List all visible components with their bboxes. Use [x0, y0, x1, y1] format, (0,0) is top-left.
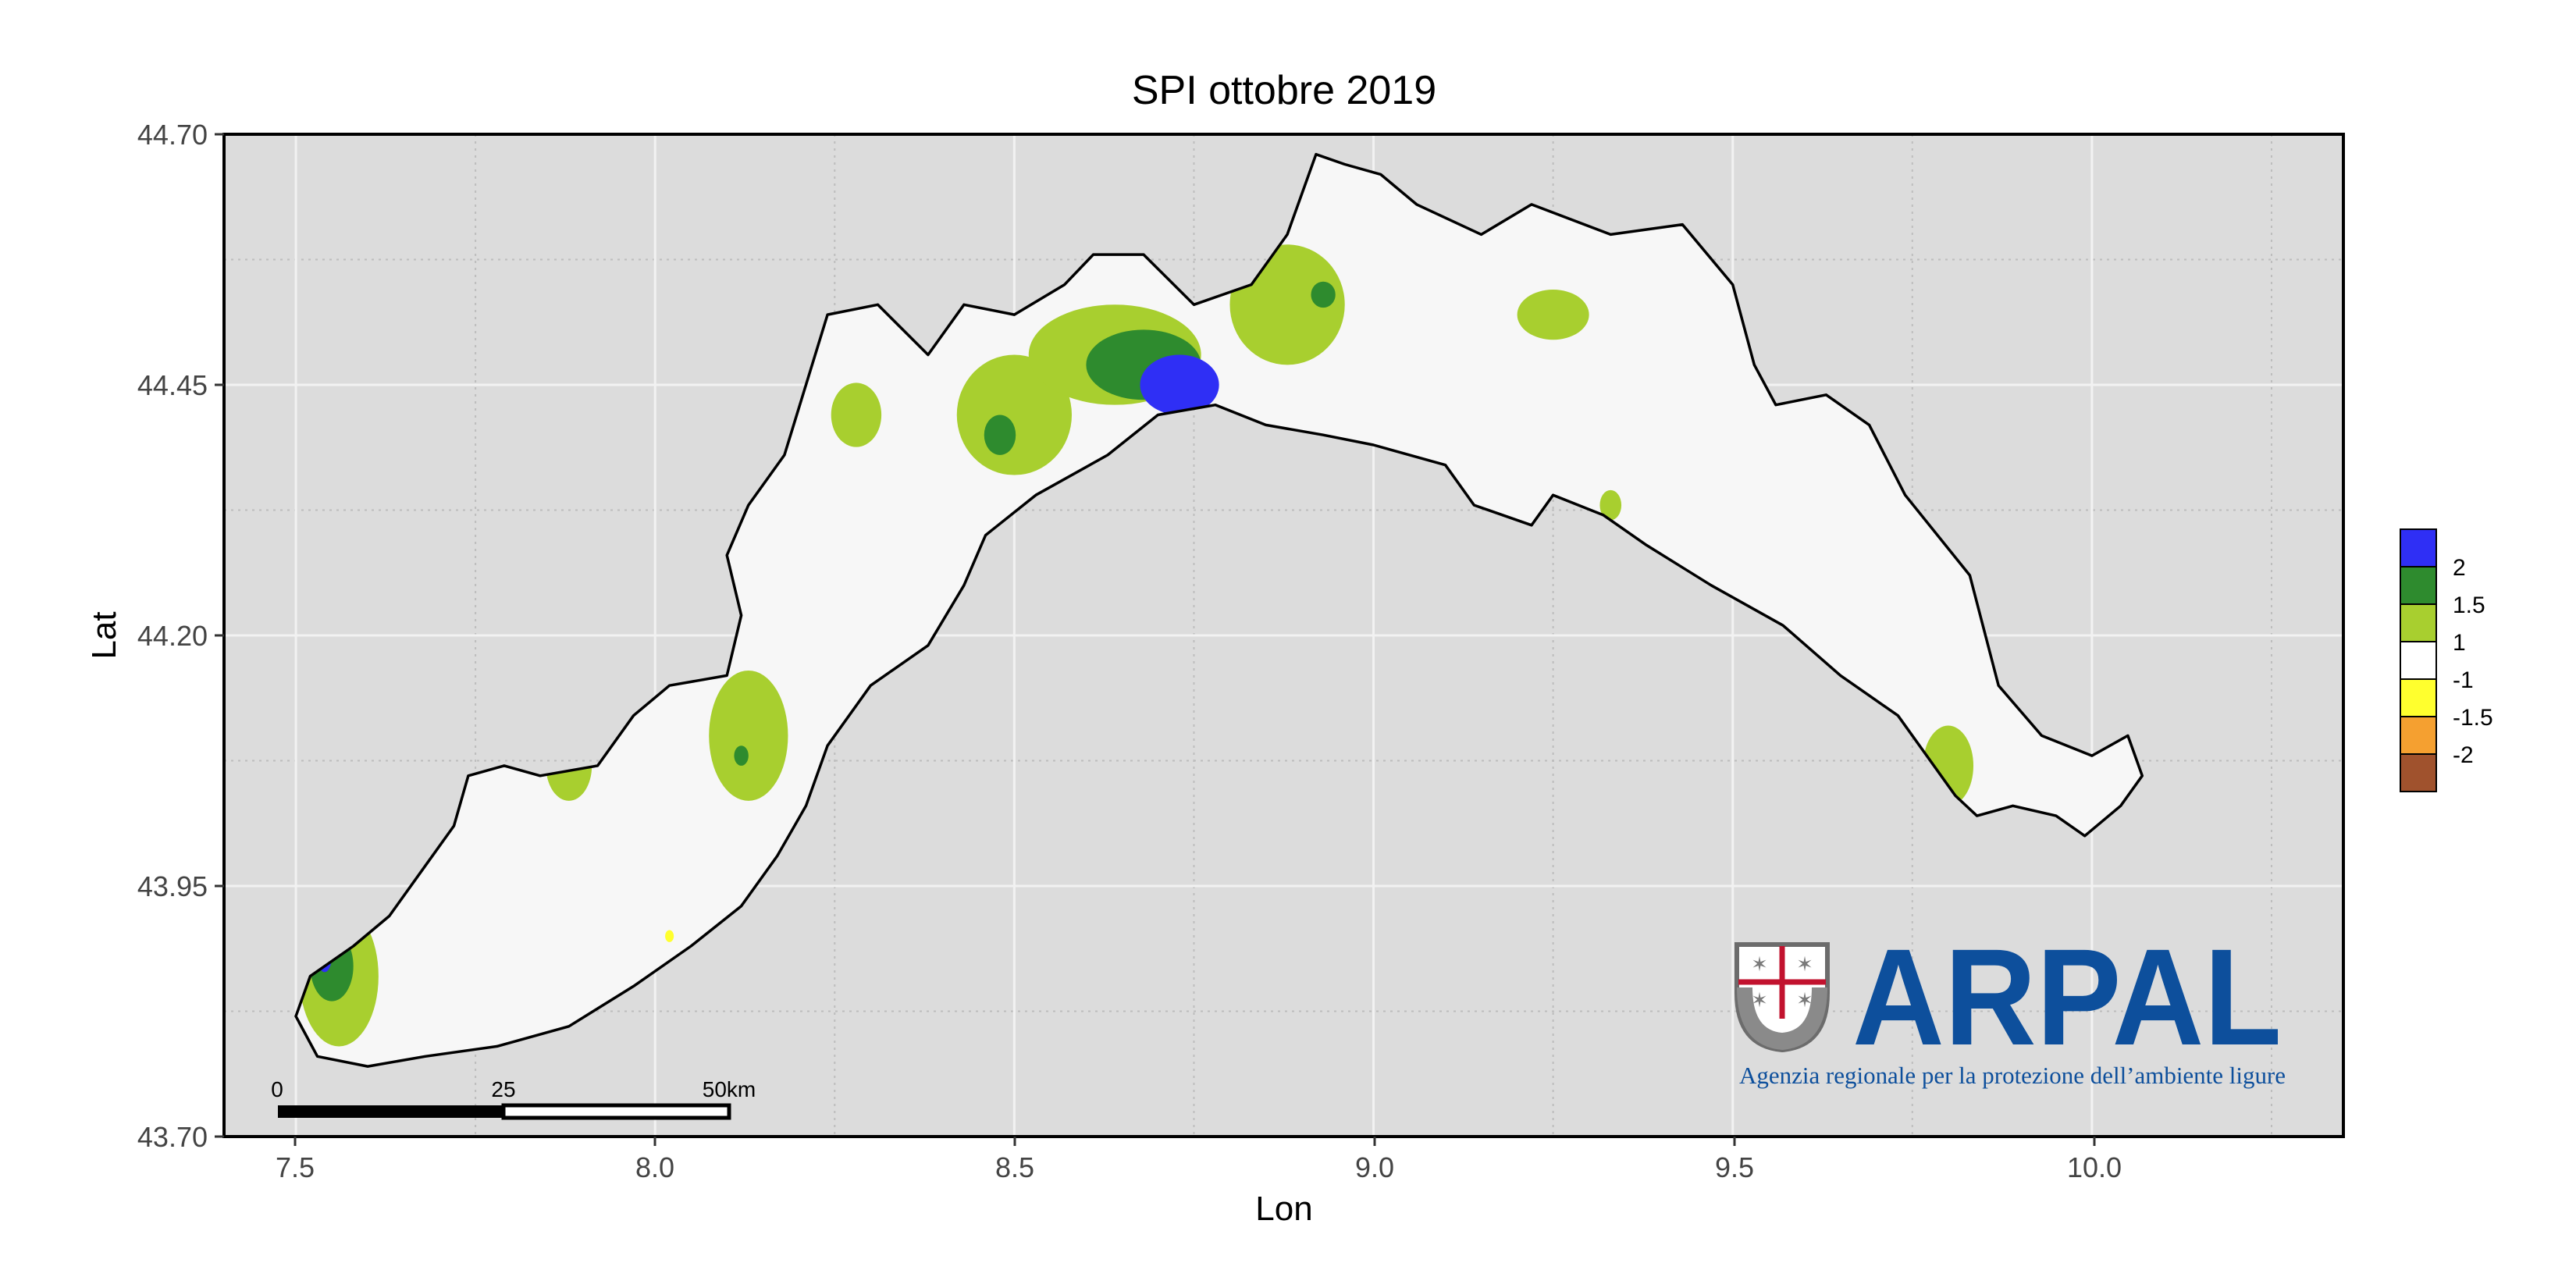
- svg-text:✶: ✶: [1751, 953, 1768, 977]
- logo-subtitle: Agenzia regionale per la protezione dell…: [1739, 1062, 2286, 1089]
- x-tick-label: 10.0: [2067, 1151, 2122, 1183]
- y-tick-label: 44.45: [137, 369, 208, 401]
- legend-label: 1: [2453, 630, 2466, 656]
- scale-bar-label-50km: 50km: [703, 1077, 756, 1101]
- scale-bar-segment-dark: [278, 1105, 503, 1118]
- liguria-shield-icon: ✶ ✶ ✶ ✶: [1735, 942, 1830, 1053]
- legend-label: 1.5: [2453, 592, 2485, 618]
- x-tick-label: 9.0: [1355, 1151, 1394, 1183]
- spi-patch-class-1: [1599, 489, 1622, 521]
- spi-patch-class-1.5: [734, 745, 749, 766]
- spi-legend: 2 1.5 1 -1 -1.5 -2: [2400, 528, 2493, 792]
- legend-label: -2: [2453, 742, 2474, 768]
- spi-patch-class-2: [1140, 354, 1219, 415]
- legend-swatch-1: [2400, 603, 2437, 642]
- x-tick-label: 9.5: [1715, 1151, 1754, 1183]
- spi-patch-class--1.5: [665, 930, 674, 942]
- legend-swatch-2: [2400, 528, 2437, 568]
- arpal-logo: ✶ ✶ ✶ ✶ ARPAL Agenzia regionale per la p…: [1735, 921, 2286, 1089]
- legend-label: -1.5: [2453, 705, 2493, 731]
- y-axis-label: Lat: [85, 611, 123, 659]
- legend-label: 2: [2453, 555, 2466, 581]
- spi-patch-class-1: [709, 670, 788, 801]
- x-axis-label: Lon: [1255, 1190, 1312, 1228]
- y-tick-label: 44.20: [137, 620, 208, 652]
- x-tick-label: 8.5: [995, 1151, 1034, 1183]
- legend-swatch--2: [2400, 716, 2437, 755]
- scale-bar-segment-light: [501, 1103, 731, 1120]
- y-tick-label: 44.70: [137, 119, 208, 151]
- x-tick-label: 7.5: [276, 1151, 315, 1183]
- spi-patch-class-1: [1517, 290, 1589, 340]
- map-title: SPI ottobre 2019: [1132, 68, 1436, 113]
- svg-text:✶: ✶: [1796, 953, 1813, 977]
- legend-label: -1: [2453, 667, 2474, 693]
- spi-patch-class-1.5: [1311, 281, 1336, 308]
- svg-text:✶: ✶: [1796, 989, 1813, 1012]
- x-axis: 7.5 8.0 8.5 9.0 9.5 10.0: [276, 1137, 2122, 1183]
- logo-wordmark: ARPAL: [1852, 921, 2282, 1074]
- scale-bar-label-0: 0: [271, 1077, 283, 1101]
- liguria-region: [296, 154, 2143, 1067]
- legend-swatch--1: [2400, 641, 2437, 680]
- legend-swatch-1.5: [2400, 566, 2437, 605]
- legend-swatch--1.5: [2400, 678, 2437, 717]
- x-tick-label: 8.0: [635, 1151, 674, 1183]
- y-tick-label: 43.70: [137, 1121, 208, 1153]
- spi-patch-class-1: [956, 354, 1073, 475]
- spi-patch-class-1: [831, 382, 882, 447]
- svg-text:✶: ✶: [1751, 989, 1768, 1012]
- y-tick-label: 43.95: [137, 870, 208, 902]
- liguria-coastline-outline: [294, 152, 2144, 1068]
- scale-bar: 0 25 50km: [271, 1077, 756, 1120]
- y-axis: 44.70 44.45 44.20 43.95 43.70: [137, 119, 224, 1153]
- scale-bar-label-25: 25: [491, 1077, 515, 1101]
- spi-patch-class-1.5: [984, 415, 1016, 455]
- legend-swatch-min: [2400, 753, 2437, 792]
